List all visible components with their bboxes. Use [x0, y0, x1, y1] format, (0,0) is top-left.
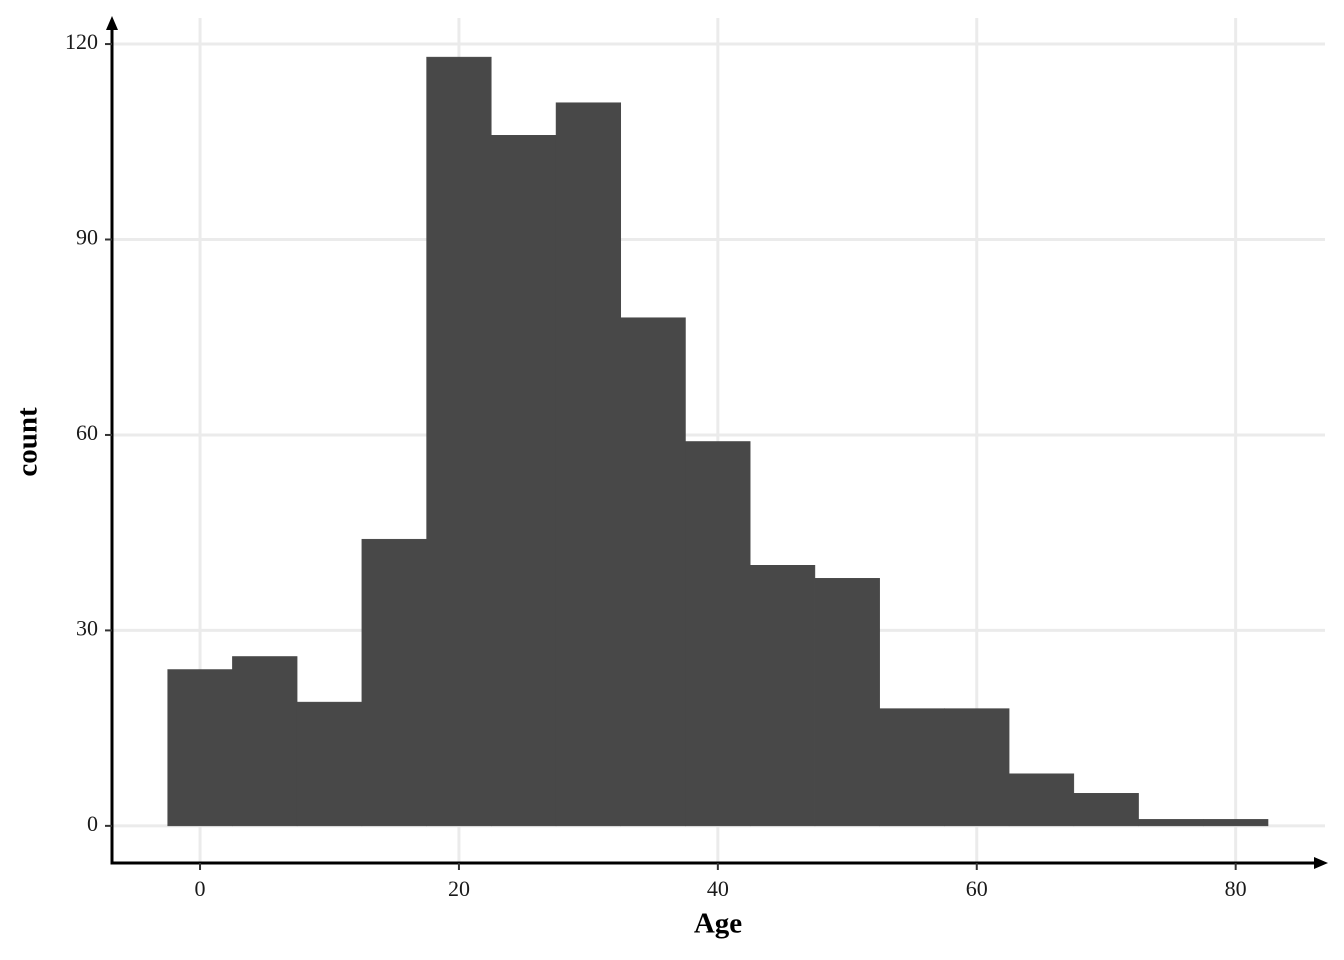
x-tick-label: 60 — [966, 876, 988, 901]
bar — [620, 317, 686, 827]
bar — [1008, 773, 1075, 827]
x-tick-label: 0 — [195, 876, 206, 901]
bar — [167, 669, 233, 827]
bar — [361, 538, 427, 827]
bar — [1138, 819, 1204, 827]
bar — [749, 565, 816, 827]
bar — [944, 708, 1010, 827]
bar — [426, 56, 492, 827]
bar — [1073, 793, 1139, 827]
bar — [232, 656, 298, 827]
x-tick-label: 40 — [707, 876, 729, 901]
bar — [1203, 819, 1269, 827]
y-axis-title: count — [12, 407, 44, 477]
bar — [879, 708, 945, 827]
bar — [814, 578, 880, 827]
bar — [555, 102, 622, 827]
bar — [491, 135, 557, 827]
y-tick-label: 90 — [76, 225, 98, 250]
x-axis-title: Age — [694, 908, 742, 940]
bar — [296, 701, 363, 827]
x-tick-label: 20 — [448, 876, 470, 901]
y-tick-label: 60 — [76, 420, 98, 445]
bars — [167, 56, 1269, 827]
y-tick-label: 30 — [76, 615, 98, 640]
grid — [112, 18, 1325, 863]
y-tick-label: 120 — [65, 29, 98, 54]
y-axis-arrow — [106, 16, 118, 30]
y-tick-label: 0 — [87, 811, 98, 836]
x-axis-arrow — [1314, 857, 1328, 869]
bar — [685, 441, 751, 827]
axes — [105, 16, 1328, 870]
x-tick-label: 80 — [1225, 876, 1247, 901]
